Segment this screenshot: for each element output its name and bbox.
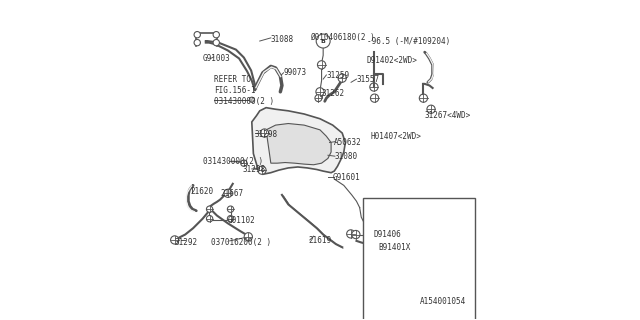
Text: A50632: A50632 xyxy=(334,138,362,147)
Circle shape xyxy=(241,160,247,166)
FancyBboxPatch shape xyxy=(363,198,476,320)
Circle shape xyxy=(316,88,324,96)
Circle shape xyxy=(194,32,200,38)
Text: Ø010406180(2 ): Ø010406180(2 ) xyxy=(310,33,375,42)
Text: 31267<4WD>: 31267<4WD> xyxy=(425,111,471,120)
Text: B: B xyxy=(321,38,326,44)
Circle shape xyxy=(213,39,220,46)
Text: D91406: D91406 xyxy=(374,230,402,239)
Text: 21620: 21620 xyxy=(190,187,213,196)
Circle shape xyxy=(260,129,269,137)
Text: 21667: 21667 xyxy=(220,189,243,198)
Circle shape xyxy=(171,236,179,244)
Text: 31262: 31262 xyxy=(321,89,345,98)
Circle shape xyxy=(194,39,200,46)
Circle shape xyxy=(249,97,254,102)
Text: D91402<2WD>: D91402<2WD> xyxy=(367,56,418,65)
Circle shape xyxy=(371,94,379,102)
Text: G01102: G01102 xyxy=(228,216,256,225)
Circle shape xyxy=(244,233,252,241)
Circle shape xyxy=(227,215,234,222)
Text: 31292: 31292 xyxy=(174,238,197,247)
Text: 99073: 99073 xyxy=(284,68,307,77)
Text: 031430000(2 ): 031430000(2 ) xyxy=(214,97,274,106)
Text: 31088: 31088 xyxy=(271,35,294,44)
Text: 31259: 31259 xyxy=(326,71,349,80)
Circle shape xyxy=(419,94,428,102)
Text: 037016200(2 ): 037016200(2 ) xyxy=(211,238,271,247)
Text: H01407<2WD>: H01407<2WD> xyxy=(370,132,421,141)
Text: FIG.156-1: FIG.156-1 xyxy=(214,86,255,95)
Polygon shape xyxy=(266,124,331,165)
Circle shape xyxy=(317,61,326,69)
Polygon shape xyxy=(252,108,346,174)
Text: A154001054: A154001054 xyxy=(420,297,466,306)
Text: REFER TO: REFER TO xyxy=(214,75,251,84)
Circle shape xyxy=(352,230,360,239)
Text: 31080: 31080 xyxy=(334,152,357,161)
Circle shape xyxy=(224,189,232,197)
Circle shape xyxy=(227,206,234,212)
Text: 31557: 31557 xyxy=(356,75,380,84)
Text: 031430000(2 ): 031430000(2 ) xyxy=(203,157,263,166)
Circle shape xyxy=(370,83,378,91)
Circle shape xyxy=(316,34,330,48)
Circle shape xyxy=(338,74,346,82)
Text: 21619: 21619 xyxy=(309,236,332,245)
Circle shape xyxy=(315,95,322,102)
Circle shape xyxy=(427,105,435,113)
Text: B91401X: B91401X xyxy=(379,243,411,252)
Text: 31298: 31298 xyxy=(255,130,278,139)
Text: G91003: G91003 xyxy=(203,54,230,63)
Circle shape xyxy=(213,32,220,38)
Text: G91601: G91601 xyxy=(333,173,360,182)
Text: 31298: 31298 xyxy=(243,165,266,174)
Circle shape xyxy=(372,242,380,251)
Circle shape xyxy=(347,230,355,238)
Circle shape xyxy=(207,215,212,222)
Circle shape xyxy=(207,206,212,212)
Circle shape xyxy=(258,166,266,174)
Text: -96.5 (-M/#109204): -96.5 (-M/#109204) xyxy=(367,36,450,45)
